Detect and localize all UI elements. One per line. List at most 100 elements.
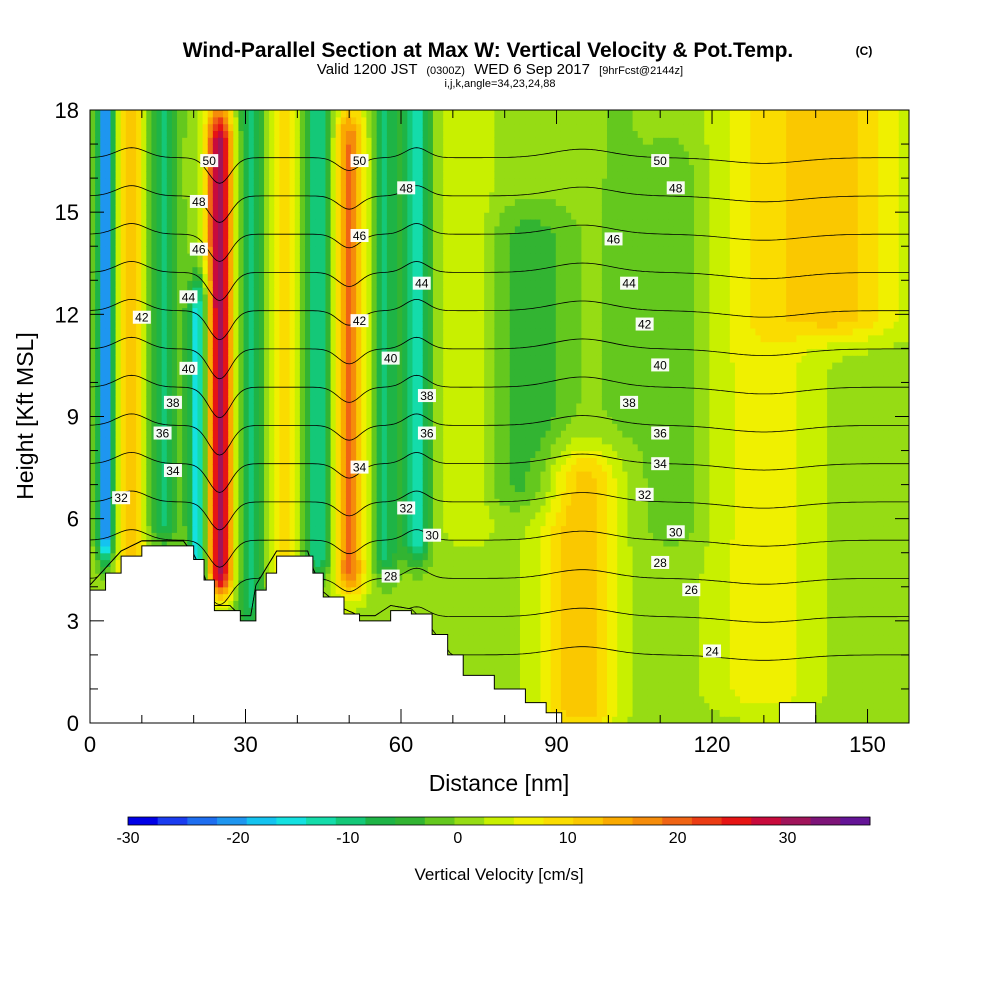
velocity-cell [141,498,147,506]
velocity-cell [284,430,291,438]
velocity-cell [217,477,224,486]
velocity-cell [264,341,270,349]
velocity-cell [187,280,193,288]
velocity-cell [110,525,117,533]
velocity-cell [335,559,342,567]
velocity-cell [304,443,311,452]
velocity-cell [156,464,163,472]
velocity-cell [320,259,327,268]
velocity-cell [146,266,153,275]
velocity-cell [284,280,291,288]
velocity-cell [345,144,352,152]
velocity-cell [212,307,219,315]
velocity-cell [325,184,332,193]
velocity-cell [207,443,214,452]
velocity-cell [269,198,275,206]
velocity-cell [253,375,260,384]
velocity-cell [90,157,96,166]
velocity-cell [95,171,101,179]
velocity-cell [233,402,240,411]
velocity-cell [366,566,373,574]
velocity-cell [207,164,214,172]
velocity-cell [315,137,321,145]
velocity-cell [202,178,209,186]
velocity-cell [166,157,173,166]
velocity-cell [258,470,265,479]
velocity-cell [325,464,332,472]
velocity-cell [335,191,342,200]
velocity-cell [217,484,224,493]
velocity-cell [212,545,219,554]
velocity-cell [258,184,265,193]
velocity-cell [299,484,306,493]
velocity-cell [171,178,178,186]
velocity-cell [294,430,301,438]
velocity-cell [279,334,286,343]
velocity-cell [110,505,117,513]
velocity-cell [182,110,188,118]
velocity-cell [340,218,347,227]
velocity-cell [151,232,158,241]
velocity-cell [141,246,147,254]
velocity-cell [264,273,270,281]
velocity-cell [125,205,132,213]
velocity-cell [279,116,286,125]
velocity-cell [141,416,147,424]
velocity-cell [156,348,163,356]
velocity-cell [223,171,229,179]
velocity-cell [361,518,368,527]
velocity-cell [366,232,373,241]
velocity-cell [289,382,296,390]
velocity-cell [100,457,106,465]
velocity-cell [269,518,275,527]
velocity-cell [253,157,260,166]
velocity-cell [141,198,147,206]
velocity-cell [197,280,204,288]
velocity-cell [315,123,321,132]
velocity-cell [310,130,316,138]
velocity-cell [100,402,106,411]
velocity-cell [320,545,327,554]
velocity-cell [366,464,373,472]
velocity-cell [269,402,275,411]
velocity-cell [115,157,122,166]
velocity-cell [330,341,337,349]
velocity-cell [299,436,306,445]
velocity-cell [136,130,142,138]
velocity-cell [356,137,362,145]
velocity-cell [274,253,280,261]
velocity-cell [202,137,209,145]
velocity-cell [95,402,101,411]
velocity-cell [161,532,168,540]
velocity-cell [351,607,357,615]
velocity-cell [217,586,224,595]
velocity-cell [243,464,250,472]
velocity-cell [238,545,245,554]
velocity-cell [130,375,137,384]
velocity-cell [294,184,301,193]
velocity-cell [310,150,316,159]
velocity-cell [274,314,280,322]
velocity-cell [217,368,224,377]
velocity-cell [233,423,240,431]
velocity-cell [274,457,280,465]
velocity-cell [130,293,137,302]
velocity-cell [264,239,270,247]
velocity-cell [274,239,280,247]
velocity-cell [197,110,204,118]
velocity-cell [269,293,275,302]
velocity-cell [141,368,147,377]
velocity-cell [248,450,255,458]
velocity-cell [223,457,229,465]
velocity-cell [120,273,127,281]
velocity-cell [238,525,245,533]
velocity-cell [95,259,101,268]
velocity-cell [345,362,352,370]
velocity-cell [325,341,332,349]
velocity-cell [269,566,275,574]
velocity-cell [320,348,327,356]
velocity-cell [166,457,173,465]
velocity-cell [299,382,306,390]
velocity-cell [351,450,357,458]
velocity-cell [304,470,311,479]
